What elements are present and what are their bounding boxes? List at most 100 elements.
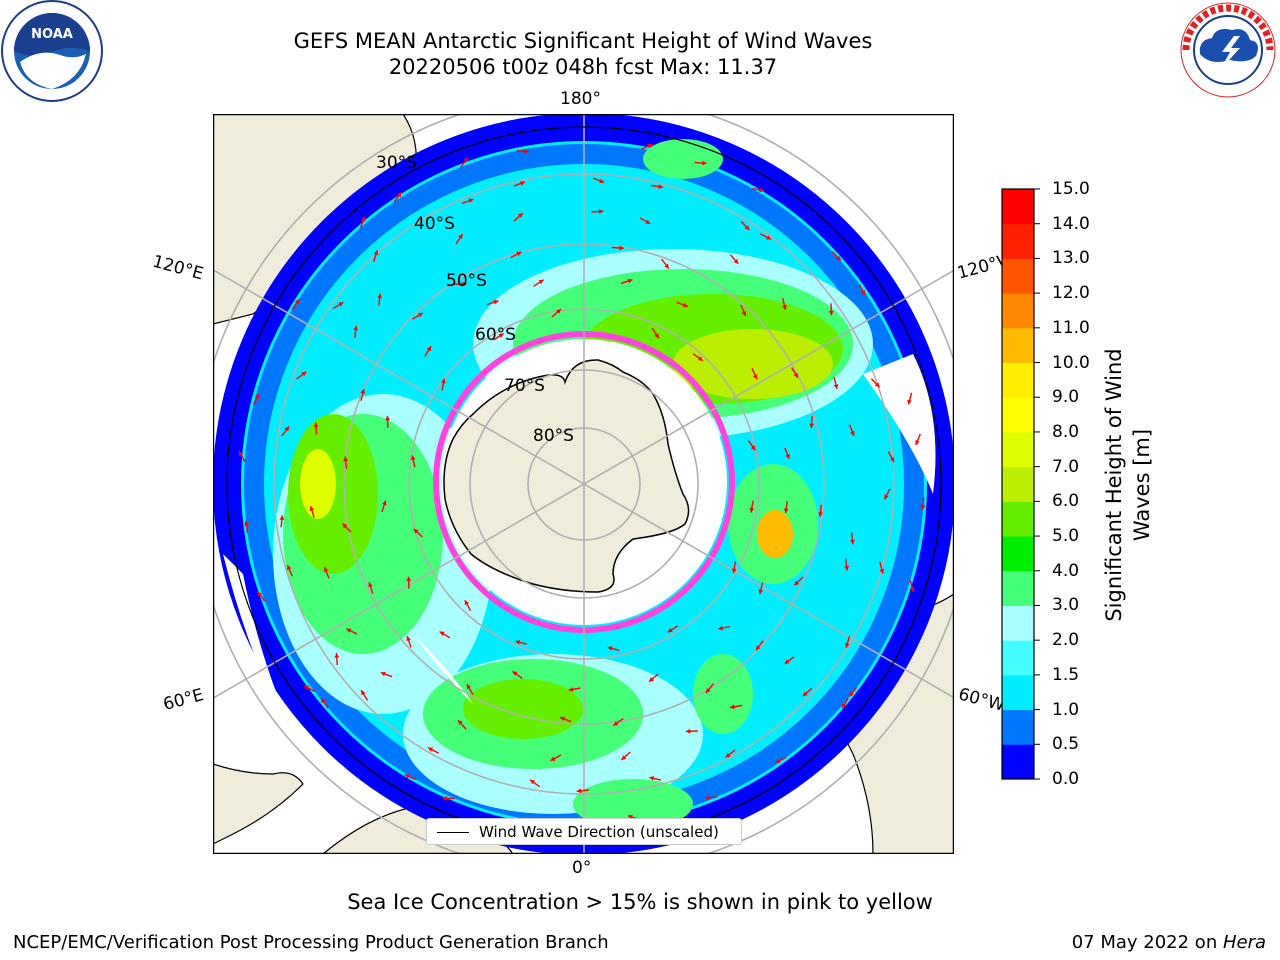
colorbar-tick-label: 0.5 <box>1052 734 1080 755</box>
wind-wave-arrowhead <box>313 422 319 428</box>
wind-wave-arrowhead <box>654 333 659 339</box>
wind-wave-arrowhead <box>458 720 463 725</box>
wind-wave-arrowhead <box>685 728 691 734</box>
wind-wave-arrowhead <box>284 426 290 432</box>
wind-wave-arrowhead <box>744 225 750 230</box>
wind-wave-arrowhead <box>649 776 655 781</box>
noaa-logo: NOAA <box>0 0 104 104</box>
wind-wave-arrowhead <box>524 148 529 154</box>
lat-label-70s: 70°S <box>504 376 545 396</box>
wind-wave-arrowhead <box>849 691 854 697</box>
wind-wave-arrowhead <box>619 245 624 251</box>
wind-wave-arrowhead <box>621 755 627 760</box>
wind-wave-arrowhead <box>818 512 823 517</box>
lat-label-40s: 40°S <box>414 214 455 234</box>
wind-wave-arrowhead <box>244 520 249 526</box>
colorbar-bin <box>1002 674 1034 711</box>
map-frame <box>213 114 954 854</box>
wind-wave-arrowhead <box>756 645 761 651</box>
wind-wave-arrowhead <box>309 506 315 511</box>
wind-wave-arrowhead <box>334 653 340 658</box>
lon-label-180: 180° <box>560 89 601 109</box>
wind-wave-arrowhead <box>287 565 292 571</box>
wind-wave-arrowhead <box>301 371 307 377</box>
wind-wave-arrowhead <box>889 457 895 462</box>
chart-title: GEFS MEAN Antarctic Significant Height o… <box>0 28 1166 80</box>
lon-label-0: 0° <box>572 858 592 878</box>
lat-label-50s: 50°S <box>446 271 487 291</box>
wind-wave-arrowhead <box>758 589 764 595</box>
wind-wave-arrowhead <box>426 346 432 352</box>
colorbar-tick-label: 15.0 <box>1052 179 1090 199</box>
colorbar-bin <box>1002 709 1034 745</box>
colorbar-tick-label: 10.0 <box>1052 352 1090 373</box>
wind-wave-arrowhead <box>428 747 434 752</box>
lat-label-60s: 60°S <box>475 325 516 345</box>
wind-wave-arrowhead <box>658 184 663 189</box>
colorbar-bin <box>1002 189 1034 225</box>
wind-wave-arrowhead <box>730 704 735 710</box>
wind-wave-arrowhead <box>844 565 849 571</box>
wind-wave-arrowhead <box>793 372 798 378</box>
colorbar-bin <box>1002 362 1034 398</box>
colorbar-bin <box>1002 536 1034 572</box>
colorbar-tick-label: 1.0 <box>1052 699 1080 720</box>
wind-wave-arrowhead <box>410 455 416 461</box>
wind-wave-arrowhead <box>360 389 366 394</box>
wind-wave-arrowhead <box>239 451 244 456</box>
colorbar-bin <box>1002 570 1034 606</box>
wind-wave-arrowhead <box>766 235 772 240</box>
wind-wave-arrowhead <box>845 642 850 648</box>
colorbar-frame <box>1001 188 1035 780</box>
wind-wave-arrowhead <box>750 445 756 451</box>
wind-wave-arrowhead <box>733 258 739 264</box>
wind-wave-arrowhead <box>560 716 565 722</box>
wind-wave-arrowhead <box>463 157 468 163</box>
wind-wave-arrowhead <box>664 263 669 269</box>
colorbar-bin <box>1002 501 1034 537</box>
wind-wave-arrowhead <box>466 684 472 690</box>
wind-wave-arrowhead <box>667 627 673 633</box>
antarctica-landmass <box>443 359 690 593</box>
lon-label-60w: 60°W <box>956 684 1006 716</box>
wind-wave-arrowhead <box>706 688 711 693</box>
wind-wave-arrowhead <box>613 721 619 726</box>
wind-wave-arrowhead <box>257 591 263 597</box>
wind-wave-arrowhead <box>458 234 463 239</box>
wind-wave-arrowhead <box>782 305 787 310</box>
wind-wave-arrowhead <box>775 758 781 763</box>
wind-wave-arrowhead <box>645 219 651 224</box>
wind-wave-arrowhead <box>538 279 544 285</box>
wind-wave-arrowhead <box>599 178 605 184</box>
wind-wave-arrowhead <box>860 290 865 296</box>
wind-wave-arrowhead <box>725 752 731 758</box>
wind-wave-arrowhead <box>512 671 518 676</box>
wind-wave-arrowhead <box>785 453 790 459</box>
wind-wave-arrowhead <box>915 440 920 445</box>
colorbar-bin <box>1002 466 1034 502</box>
legend-line-swatch <box>437 832 469 833</box>
wind-wave-arrowhead <box>380 671 386 677</box>
wind-wave-arrowhead <box>705 795 710 801</box>
wind-wave-arrowhead <box>530 779 535 785</box>
footer-host: Hera <box>1222 932 1266 953</box>
wind-wave-arrowhead <box>907 399 912 405</box>
wind-wave-arrowhead <box>550 756 556 761</box>
wind-wave-arrowhead <box>413 528 419 534</box>
colorbar-tick-label: 4.0 <box>1052 560 1080 581</box>
wind-wave-arrowhead <box>556 309 561 314</box>
title-line-1: GEFS MEAN Antarctic Significant Height o… <box>293 29 873 53</box>
colorbar-tick-label: 11.0 <box>1052 317 1090 338</box>
wind-wave-arrowhead <box>323 567 329 572</box>
colorbar-bin <box>1002 431 1034 468</box>
footer-date: 07 May 2022 on <box>1071 932 1223 953</box>
wind-wave-arrowhead <box>361 690 366 696</box>
wind-wave-arrowhead <box>361 216 366 222</box>
wind-wave-arrowhead <box>439 631 445 636</box>
wind-wave-arrowhead <box>342 523 348 529</box>
colorbar-tick-label: 6.0 <box>1052 491 1080 512</box>
wind-wave-arrowhead <box>741 311 747 316</box>
wind-wave-arrowhead <box>836 255 841 261</box>
colorbar-tick-label: 2.0 <box>1052 630 1080 651</box>
wind-wave-arrowhead <box>404 774 410 779</box>
